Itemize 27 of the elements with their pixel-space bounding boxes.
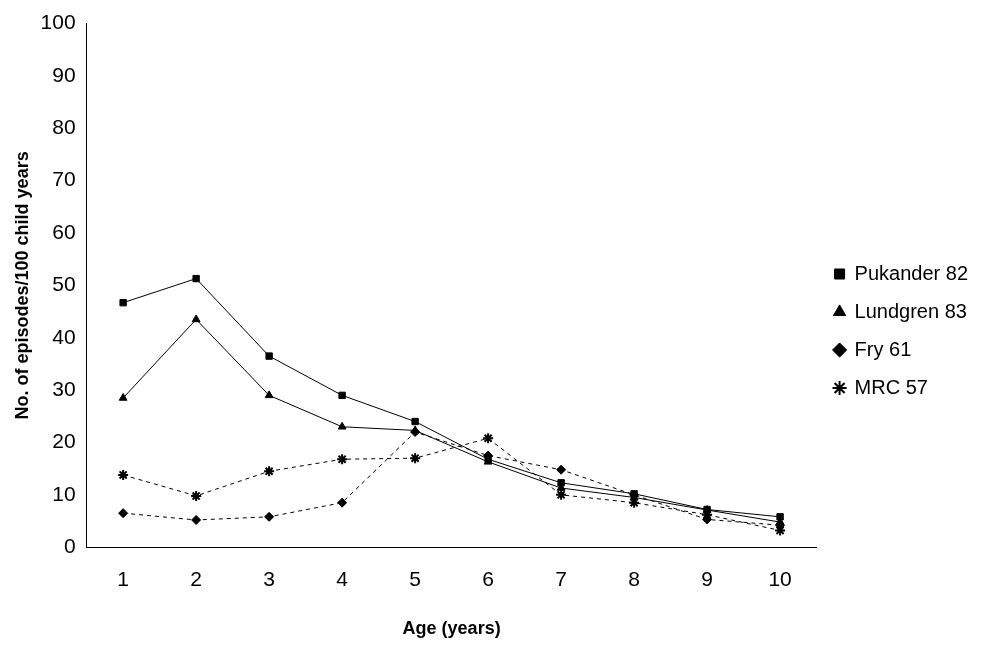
legend-label: Pukander 82 — [854, 261, 968, 284]
x-tick-label: 8 — [628, 566, 640, 590]
x-tick-label: 7 — [555, 566, 567, 590]
x-tick-label: 6 — [482, 566, 494, 590]
y-tick-label: 50 — [52, 272, 76, 296]
x-tick-label: 2 — [190, 566, 202, 590]
legend-label: MRC 57 — [854, 375, 928, 398]
y-tick-label: 30 — [52, 376, 76, 400]
y-tick-label: 70 — [52, 167, 76, 191]
x-axis-title: Age (years) — [402, 618, 501, 639]
x-tick-label: 3 — [263, 566, 275, 590]
legend-label: Fry 61 — [854, 337, 912, 360]
x-tick-label: 4 — [336, 566, 349, 590]
y-tick-label: 60 — [52, 219, 76, 243]
y-tick-label: 80 — [52, 115, 76, 139]
y-axis-title: No. of episodes/100 child years — [11, 151, 32, 420]
y-tick-label: 100 — [40, 10, 76, 34]
y-tick-label: 0 — [63, 534, 76, 557]
y-tick-label: 20 — [52, 429, 76, 453]
x-tick-label: 1 — [117, 566, 129, 590]
x-tick-label: 9 — [701, 566, 713, 590]
y-tick-label: 40 — [52, 324, 76, 348]
legend-label: Lundgren 83 — [854, 299, 967, 322]
x-tick-label: 5 — [409, 566, 421, 590]
x-tick-label: 10 — [768, 566, 792, 590]
y-tick-label: 90 — [52, 62, 76, 86]
y-tick-label: 10 — [52, 481, 76, 505]
